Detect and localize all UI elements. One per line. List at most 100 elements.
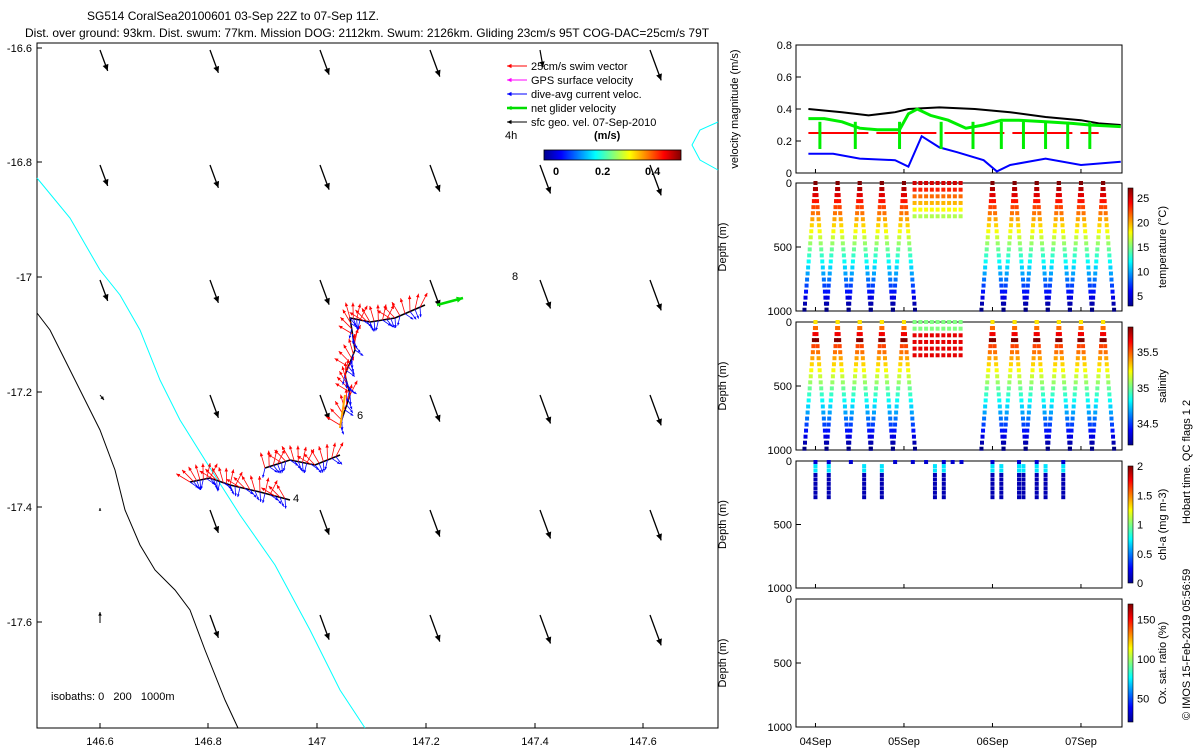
profile-sample (848, 422, 853, 427)
profile-sample (952, 320, 957, 324)
profile-sample (826, 422, 831, 427)
profile-sample (1106, 247, 1111, 252)
swim-vector-arrow (335, 442, 344, 457)
map-y-tick-label: -17.2 (7, 387, 32, 399)
profile-sample (994, 229, 999, 234)
profile-sample (888, 283, 893, 288)
profile-sample (1043, 283, 1048, 288)
profile-sample (1028, 392, 1033, 397)
profile-sample (1025, 283, 1030, 288)
current-vector-arrow (404, 313, 414, 320)
profile-sample (810, 350, 815, 355)
profile-sample (1111, 440, 1116, 445)
profile-sample (904, 211, 909, 216)
profile-sample (811, 205, 816, 210)
profile-sample (862, 235, 867, 240)
profile-sample (1098, 344, 1103, 349)
profile-sample (1007, 374, 1012, 379)
surface-velocity-arrow (99, 394, 105, 401)
profile-sample (888, 422, 893, 427)
swim-vector-arrow (268, 485, 281, 498)
profile-sample (817, 223, 822, 228)
profile-sample (854, 362, 859, 367)
profile-sample (876, 356, 881, 361)
chl-sample (813, 460, 818, 465)
profile-sample (828, 259, 833, 264)
profile-sample (878, 199, 883, 204)
profile-sample (859, 344, 864, 349)
velocity-y-tick-label: 0.4 (777, 104, 792, 116)
profile-sample (1095, 247, 1100, 252)
profile-sample (895, 398, 900, 403)
velocity-y-tick-label: 0.6 (777, 72, 792, 84)
profile-sample (929, 194, 934, 199)
chl-sample (1043, 486, 1048, 491)
profile-sample (1077, 332, 1082, 337)
chl-sample (990, 468, 995, 473)
profile-sample (906, 368, 911, 373)
surface-velocity-arrow (209, 394, 220, 419)
profile-sample (1014, 338, 1019, 343)
profile-sample (818, 374, 823, 379)
velocity-y-tick-label: 0.2 (777, 136, 792, 148)
swim-vector-arrow (391, 301, 401, 317)
profile-sample (985, 241, 990, 246)
profile-sample (838, 217, 843, 222)
profile-sample (1038, 223, 1043, 228)
profile-sample (1098, 205, 1103, 210)
profile-sample (1055, 338, 1060, 343)
profile-sample (1044, 428, 1049, 433)
colorbar-tick-label: 20 (1137, 217, 1149, 229)
chl-sample (999, 477, 1004, 482)
profile-sample (1002, 434, 1007, 439)
profile-sample (980, 434, 985, 439)
profile-sample (998, 271, 1003, 276)
profile-sample (912, 440, 917, 445)
surface-velocity-arrow (429, 509, 441, 537)
profile-sample (1103, 211, 1108, 216)
profile-sample (893, 277, 898, 282)
profile-sample (935, 187, 940, 192)
profile-sample (983, 398, 988, 403)
profile-sample (1091, 295, 1096, 300)
profile-sample (1049, 265, 1054, 270)
profile-sample (924, 207, 929, 212)
profile-sample (1091, 428, 1096, 433)
map-frame (36, 42, 719, 729)
current-vector-arrow (262, 467, 266, 478)
profile-sample (1028, 253, 1033, 258)
profile-sample (982, 277, 987, 282)
current-vector-arrow (351, 333, 355, 345)
profile-sample (1009, 350, 1014, 355)
profile-sample (918, 320, 923, 324)
swim-vector-arrow (199, 470, 214, 480)
chl-sample (932, 495, 937, 500)
profile-sample (836, 193, 841, 198)
profile-sample (1102, 338, 1107, 343)
profile-sample (1022, 428, 1027, 433)
map-x-tick-label: 147.4 (521, 736, 549, 748)
swim-vector-arrow (355, 309, 367, 322)
profile-sample (1001, 446, 1006, 451)
profile-sample (947, 346, 952, 351)
map-x-tick-label: 147 (308, 736, 326, 748)
profile-sample (908, 392, 913, 397)
profile-sample (1037, 350, 1042, 355)
chl-sample (941, 460, 946, 465)
profile-sample (813, 320, 818, 324)
chl-sample (1021, 472, 1026, 477)
profile-sample (802, 307, 807, 312)
swim-vector-arrow (257, 475, 262, 493)
profile-sample (1017, 374, 1022, 379)
profile-sample (901, 320, 906, 324)
chl-sample (941, 477, 946, 482)
profile-sample (863, 247, 868, 252)
profile-sample (979, 301, 984, 306)
profile-sample (859, 338, 864, 343)
profile-sample (849, 277, 854, 282)
profile-sample (843, 277, 848, 282)
profile-sample (947, 339, 952, 344)
profile-sample (858, 187, 863, 192)
net-glider-velocity-arrow (436, 296, 464, 307)
